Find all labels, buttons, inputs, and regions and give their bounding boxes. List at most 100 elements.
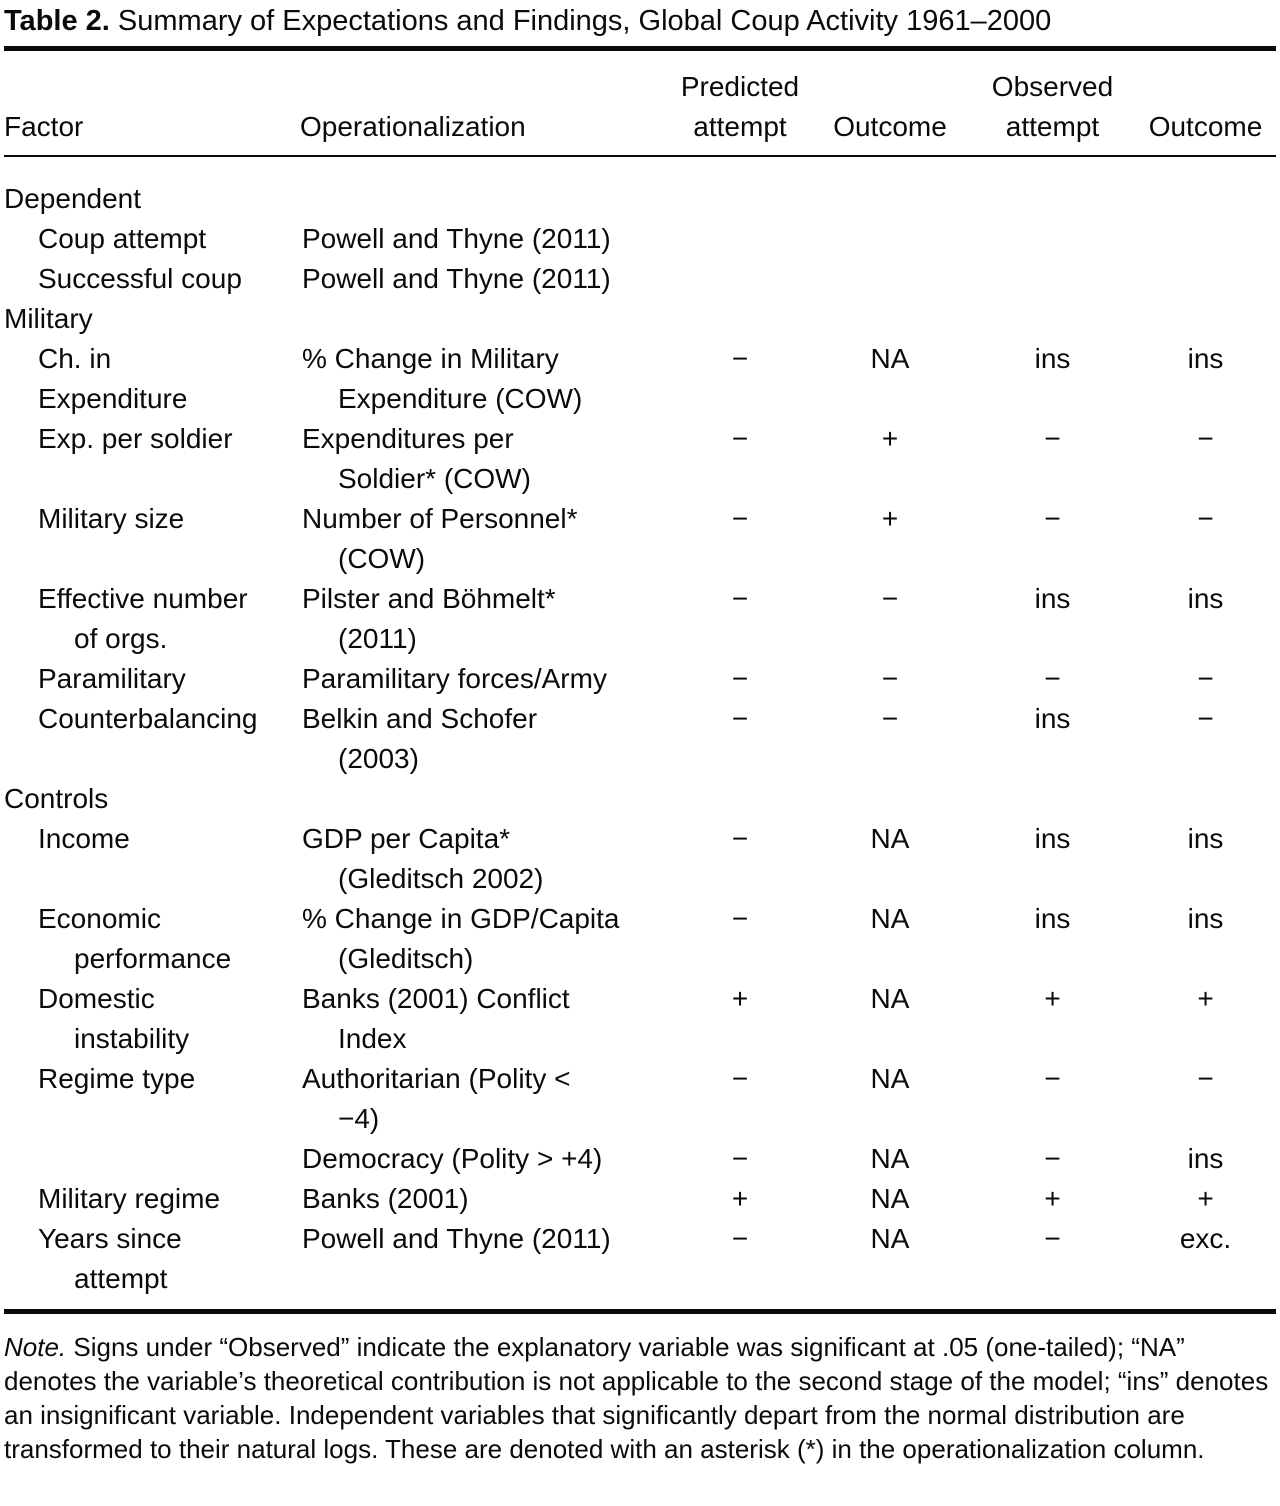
table-row: Democracy (Polity > +4) − NA − ins [4,1139,1276,1179]
factor-cell: Income [4,819,300,899]
predicted-outcome-value: NA [870,343,910,374]
observed-attempt-value [970,219,1135,259]
cell-line: Belkin and Schofer [302,703,538,734]
col-header-factor: Factor [4,107,300,157]
predicted-attempt-value: − [731,903,749,934]
observed-attempt-value: − [1044,423,1061,454]
factor-cell: Regime type [4,1059,300,1139]
cell-line: Banks (2001) Conflict [302,983,570,1014]
predicted-outcome-value: NA [870,1063,910,1094]
factor-cell: Exp. per soldier [4,419,300,499]
cell-line: (COW) [338,543,426,574]
table-body: Dependent Coup attempt Powell and Thyne (2… [4,156,1276,1312]
table-row: Military regime Banks (2001) + NA + + [4,1179,1276,1219]
observed-outcome-value: − [1197,663,1214,694]
predicted-attempt-value: − [731,503,749,534]
cell-line: of orgs. [74,623,168,654]
cell-line: Ch. in [38,343,112,374]
observed-attempt-value: + [1044,983,1061,1014]
table-row: Regime type Authoritarian (Polity < −4) − NA… [4,1059,1276,1139]
factor-cell: Ch. in Expenditure [4,339,300,419]
predicted-attempt-value: − [731,663,749,694]
observed-outcome-value: + [1197,983,1214,1014]
section-row: Controls [4,779,1276,819]
cell-line: Democracy (Polity > +4) [302,1143,603,1174]
section-label: Dependent [4,183,142,214]
table-title-text: Summary of Expectations and Findings, Gl… [117,5,1052,37]
predicted-attempt-value: − [731,343,749,374]
table-row: Economic performance % Change in GDP/Capit… [4,899,1276,979]
predicted-attempt-value: + [731,1183,749,1214]
header-label-row: Factor Operationalization attempt Outcom… [4,107,1276,157]
predicted-attempt-value: − [731,1223,749,1254]
observed-attempt-value [970,259,1135,299]
observed-outcome-value: − [1197,423,1214,454]
cell-line: Counterbalancing [38,703,258,734]
observed-attempt-value: − [1044,503,1061,534]
table-number: Table 2. [4,5,110,37]
predicted-outcome-value: NA [870,1183,910,1214]
predicted-attempt-value [670,259,810,299]
observed-attempt-value: ins [1034,343,1071,374]
operationalization-cell: % Change in Military Expenditure (COW) [300,339,670,419]
predicted-attempt-value: − [731,583,749,614]
cell-line: Effective number [38,583,248,614]
predicted-outcome-value: NA [870,903,910,934]
cell-line: −4) [338,1103,380,1134]
observed-outcome-value: + [1197,1183,1214,1214]
observed-attempt-value: ins [1034,583,1071,614]
factor-cell: Economic performance [4,899,300,979]
cell-line: performance [74,943,232,974]
cell-line: Military size [38,503,185,534]
section-label: Military [4,303,93,334]
observed-attempt-value: − [1044,663,1061,694]
table-row: Coup attempt Powell and Thyne (2011) [4,219,1276,259]
table-row: Successful coup Powell and Thyne (2011) [4,259,1276,299]
col-header-predicted-outcome: Outcome [810,107,970,157]
note-label: Note. [4,1332,67,1362]
table-row: Income GDP per Capita* (Gleditsch 2002) − NA… [4,819,1276,899]
cell-line: instability [74,1023,190,1054]
col-group-observed: Observed [991,71,1114,102]
factor-cell: Successful coup [4,259,300,299]
table-row: Domestic instability Banks (2001) Conflict… [4,979,1276,1059]
table-header: Predicted Observed Factor Operationaliza… [4,49,1276,157]
cell-line: Expenditure [38,383,188,414]
observed-outcome-value: − [1197,1063,1214,1094]
table-row: Ch. in Expenditure % Change in Military Exp… [4,339,1276,419]
observed-outcome-value: ins [1187,583,1224,614]
observed-outcome-value: ins [1187,343,1224,374]
operationalization-cell: Number of Personnel* (COW) [300,499,670,579]
cell-line: Economic [38,903,161,934]
cell-line: Expenditures per [302,423,514,454]
factor-cell: Counterbalancing [4,699,300,779]
cell-line: GDP per Capita* [302,823,511,854]
operationalization-cell: Banks (2001) [300,1179,670,1219]
cell-line: % Change in Military [302,343,559,374]
predicted-attempt-value: − [731,703,749,734]
predicted-attempt-value: + [731,983,749,1014]
observed-attempt-value: ins [1034,703,1071,734]
section-row: Dependent [4,156,1276,219]
operationalization-cell: Pilster and Böhmelt* (2011) [300,579,670,659]
summary-table: Predicted Observed Factor Operationaliza… [4,46,1276,1314]
predicted-outcome-value: + [881,423,899,454]
factor-cell: Years since attempt [4,1219,300,1312]
observed-outcome-value: ins [1187,823,1224,854]
header-spacer [810,49,970,108]
operationalization-cell: % Change in GDP/Capita (Gleditsch) [300,899,670,979]
cell-line: (Gleditsch 2002) [338,863,544,894]
table-note: Note. Signs under “Observed” indicate th… [4,1330,1276,1466]
col-header-predicted-attempt: attempt [670,107,810,157]
operationalization-cell: Expenditures per Soldier* (COW) [300,419,670,499]
cell-line: Index [338,1023,407,1054]
operationalization-cell: Democracy (Polity > +4) [300,1139,670,1179]
predicted-outcome-value [810,259,970,299]
observed-outcome-value: exc. [1179,1223,1232,1254]
factor-cell [4,1139,300,1179]
col-header-observed-outcome: Outcome [1135,107,1276,157]
cell-line: Years since [38,1223,182,1254]
factor-cell: Coup attempt [4,219,300,259]
predicted-outcome-value: NA [870,1143,910,1174]
